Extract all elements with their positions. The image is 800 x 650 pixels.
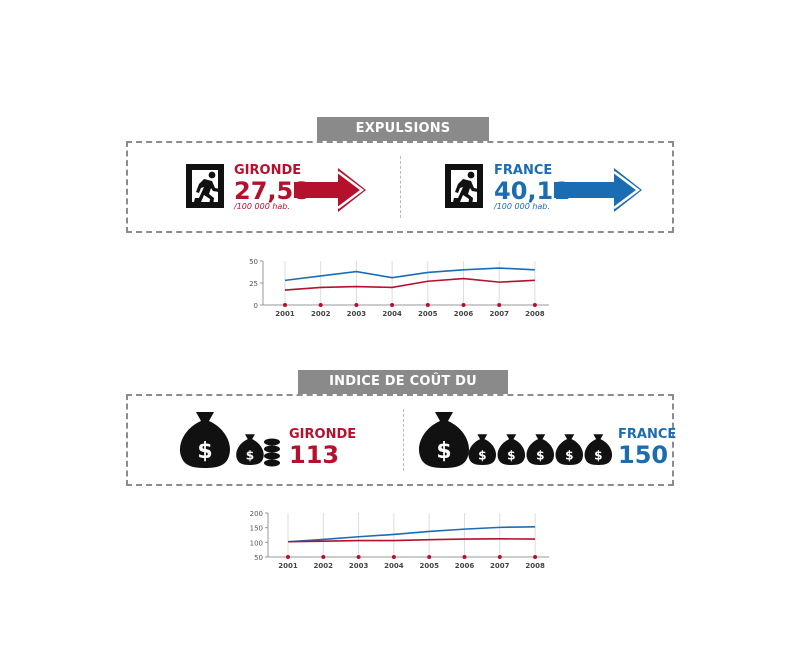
x-tick-label: 2006 xyxy=(454,310,474,318)
emergency-exit-icon xyxy=(186,164,224,208)
x-tick-dot xyxy=(356,555,361,559)
y-tick-label: 0 xyxy=(254,302,258,310)
france-money-bags: $ $ $ $ $ $ xyxy=(418,412,612,468)
series-line xyxy=(287,538,536,543)
gironde-label: GIRONDE xyxy=(289,427,357,442)
emergency-exit-icon xyxy=(445,164,483,208)
x-tick-dot xyxy=(391,555,396,559)
y-tick-label: 100 xyxy=(250,539,263,547)
x-tick-label: 2008 xyxy=(525,310,545,318)
x-tick-label: 2001 xyxy=(275,310,295,318)
y-tick-label: 25 xyxy=(249,280,258,288)
y-tick-label: 50 xyxy=(249,258,258,266)
series-line xyxy=(284,267,535,282)
gironde-unit: /100 000 hab. xyxy=(234,202,290,211)
france-label: FRANCE xyxy=(618,427,677,442)
expulsions-title: EXPULSIONS LOCATIVES xyxy=(317,117,489,160)
x-tick-label: 2003 xyxy=(349,562,369,570)
x-tick-label: 2002 xyxy=(311,310,331,318)
y-tick-label: 50 xyxy=(254,554,263,562)
panel-divider xyxy=(400,156,401,218)
x-tick-dot xyxy=(532,303,537,307)
france-unit: /100 000 hab. xyxy=(494,202,550,211)
series-line xyxy=(284,277,535,291)
money-bag-icon: $ xyxy=(468,434,497,465)
x-tick-dot xyxy=(390,303,395,307)
x-tick-dot xyxy=(283,303,287,307)
x-tick-label: 2006 xyxy=(455,562,475,570)
x-tick-label: 2007 xyxy=(490,562,510,570)
gironde-label: GIRONDE xyxy=(234,163,302,178)
x-tick-dot xyxy=(462,555,467,559)
money-bag-icon: $ xyxy=(236,434,264,465)
money-bag-icon: $ xyxy=(179,412,231,468)
x-tick-dot xyxy=(427,555,432,559)
x-tick-label: 2003 xyxy=(347,310,367,318)
x-tick-dot xyxy=(497,555,502,559)
svg-text:$: $ xyxy=(565,449,573,463)
x-tick-label: 2001 xyxy=(278,562,298,570)
france-value: 150 xyxy=(618,441,669,469)
panel-divider xyxy=(403,409,404,471)
svg-text:$: $ xyxy=(197,439,212,464)
x-tick-label: 2005 xyxy=(419,562,439,570)
x-tick-dot xyxy=(425,303,430,307)
svg-text:$: $ xyxy=(246,449,254,463)
x-tick-dot xyxy=(497,303,502,307)
money-bag-icon: $ xyxy=(526,434,555,465)
svg-text:$: $ xyxy=(507,449,515,463)
x-tick-dot xyxy=(286,555,290,559)
svg-text:$: $ xyxy=(436,439,451,464)
expulsions-panel xyxy=(126,141,674,233)
x-tick-label: 2008 xyxy=(525,562,545,570)
money-bag-icon: $ xyxy=(418,412,470,468)
x-tick-label: 2005 xyxy=(418,310,438,318)
france-label: FRANCE xyxy=(494,163,553,178)
series-line xyxy=(287,525,536,543)
svg-text:$: $ xyxy=(536,449,544,463)
gironde-money-bags: $ $ xyxy=(179,412,280,468)
y-tick-label: 150 xyxy=(250,525,263,533)
x-tick-dot xyxy=(354,303,359,307)
gironde-value: 113 xyxy=(289,441,340,469)
indice-title: INDICE DE COÛT DU LOGEMENT xyxy=(298,370,508,413)
money-bag-icon: $ xyxy=(497,434,526,465)
x-tick-label: 2007 xyxy=(489,310,509,318)
x-tick-label: 2004 xyxy=(384,562,404,570)
x-tick-dot xyxy=(461,303,466,307)
svg-text:$: $ xyxy=(478,449,486,463)
indice-panel xyxy=(126,394,674,486)
expulsions-line-chart: 50 25 0 2001 2002 2003 2004 2005 2006 2007 2008 xyxy=(249,258,549,318)
y-tick-label: 200 xyxy=(250,510,263,518)
x-tick-dot xyxy=(318,303,323,307)
money-bag-icon: $ xyxy=(584,434,612,466)
svg-text:$: $ xyxy=(594,449,602,463)
x-tick-label: 2004 xyxy=(382,310,402,318)
x-tick-label: 2002 xyxy=(314,562,334,570)
coins-icon xyxy=(264,438,280,467)
x-tick-dot xyxy=(533,555,538,559)
indice-line-chart: 200 150 100 50 2001 2002 2003 2004 2005 2006 2007 2… xyxy=(250,510,550,570)
money-bag-icon: $ xyxy=(555,434,584,465)
x-tick-dot xyxy=(321,555,326,559)
france-arrow-icon xyxy=(554,168,642,212)
gironde-arrow-icon xyxy=(294,168,366,212)
